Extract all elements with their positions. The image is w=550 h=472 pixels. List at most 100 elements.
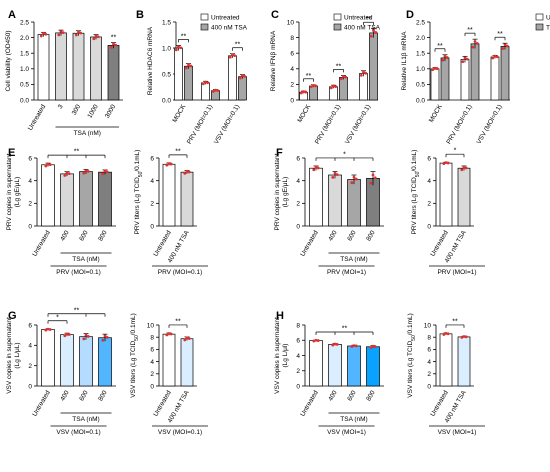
y-tick-label: 0 (427, 223, 431, 230)
bar-dot (103, 169, 107, 173)
y-tick-label: 10 (287, 19, 295, 26)
y-axis-label: (Lg L/μl) (282, 344, 289, 368)
y-tick-label: 2 (28, 363, 32, 370)
y-tick-label: 4 (150, 178, 154, 185)
y-tick-label: 0 (296, 383, 300, 390)
y-tick-label: 0.0 (416, 97, 425, 104)
legend-swatch (200, 23, 209, 31)
x-tick-label: 600 (78, 389, 90, 402)
bar-dot (299, 91, 303, 95)
y-tick-label: 0 (28, 223, 32, 230)
bar-dot (331, 175, 335, 179)
significance-mark: ** (181, 33, 187, 40)
bar-dot (165, 163, 169, 167)
panel-h: H 0 2 4 6 8 VSV copies in supernatant (Lg L/μl)… (274, 310, 384, 436)
y-axis-label: PRV copies in supernatant (274, 153, 281, 230)
bar-dot (183, 171, 187, 175)
bar-dot (373, 176, 377, 180)
y-axis-label: VSV copies in supernatant (6, 317, 13, 394)
panel-letter: G (8, 310, 17, 322)
y-tick-label: 1.0 (162, 45, 171, 52)
bar-dot (362, 70, 365, 74)
bar-dot (48, 328, 52, 331)
bar-dot (105, 335, 109, 339)
legend-label: Untreated (211, 15, 240, 22)
bar-dot (46, 162, 50, 166)
bar (41, 164, 55, 227)
significance-mark: ** (437, 43, 443, 50)
bar-dot (339, 77, 343, 81)
panel-letter: B (136, 9, 144, 21)
bar-dot (216, 89, 220, 92)
significance-mark: ** (306, 73, 312, 80)
bar (90, 36, 102, 101)
x-tick-label: Untreated (31, 229, 52, 258)
bar-dot (316, 339, 320, 342)
bar (180, 338, 194, 387)
bar (228, 55, 237, 101)
bar-dot (445, 56, 449, 59)
bar-dot (228, 55, 232, 59)
bar-dot (314, 338, 318, 342)
panel-g: G 0 2 4 6 VSV copies in supernatant (Lg L/μL) U… (6, 307, 116, 436)
bar-dot (460, 168, 464, 172)
bar-dot (82, 337, 86, 341)
significance-mark: * (343, 151, 346, 158)
x-tick-label: 800 (365, 229, 377, 242)
bar-dot (371, 344, 375, 348)
x-tick-label: 600 (346, 229, 358, 242)
y-axis-label: Relative IFNβ mRNA (270, 30, 277, 91)
bar-dot (65, 171, 69, 175)
x-tick-label: 800 (97, 389, 109, 402)
bar-dot (243, 74, 247, 78)
y-tick-label: 6 (427, 155, 431, 162)
bar-dot (101, 338, 105, 342)
bar (162, 163, 176, 227)
y-tick-label: 2.5 (20, 19, 29, 26)
bar (439, 333, 453, 387)
bar-dot (446, 332, 450, 336)
bar-dot (372, 29, 375, 32)
significance-mark: ** (235, 42, 241, 49)
bar-dot (105, 170, 109, 174)
y-tick-label: 4 (296, 178, 300, 185)
bar (180, 171, 194, 227)
y-axis-label: PRV titers (Lg TCID50/0.1mL) (411, 150, 421, 235)
bar-dot (352, 344, 356, 347)
panel-d: D 0.0 0.5 1.0 1.5 2.0 2.5 Relative IL1β mRNA MOC… (401, 9, 550, 146)
x-tick-label: Untreated (299, 229, 320, 258)
bar-dot (59, 30, 63, 33)
bar-dot (461, 60, 465, 64)
bar-dot (335, 342, 339, 346)
bar (55, 32, 67, 101)
panel-letter: D (406, 9, 414, 21)
significance-mark: ** (467, 27, 473, 34)
bar-dot (333, 171, 337, 175)
bar-dot (82, 171, 86, 175)
bar-dot (86, 169, 90, 173)
x-tick-label: 400 (59, 229, 71, 242)
x-tick-label: Untreated (31, 389, 52, 418)
y-tick-label: 8 (296, 322, 300, 329)
y-tick-label: 0 (296, 223, 300, 230)
bar-dot (462, 165, 466, 169)
bar-dot (67, 172, 71, 176)
bar-dot (314, 84, 318, 88)
bar-dot (304, 90, 308, 94)
bar (460, 59, 470, 101)
bar-dot (44, 328, 48, 332)
bar-dot (48, 163, 52, 167)
x-tick-label: 600 (346, 389, 358, 402)
bar-dot (442, 162, 446, 166)
bar-dot (44, 164, 48, 168)
y-tick-label: 0.5 (20, 82, 29, 89)
bar-dot (505, 44, 509, 48)
bar-dot (331, 343, 335, 347)
bar-dot (493, 54, 497, 58)
condition-label: VSV (MOI=1) (327, 429, 366, 436)
bar-dot (65, 332, 69, 336)
y-tick-label: 1.0 (416, 66, 425, 73)
bar-dot (444, 331, 448, 335)
x-tick-label: PRV (MOI=0.1) (314, 104, 342, 146)
